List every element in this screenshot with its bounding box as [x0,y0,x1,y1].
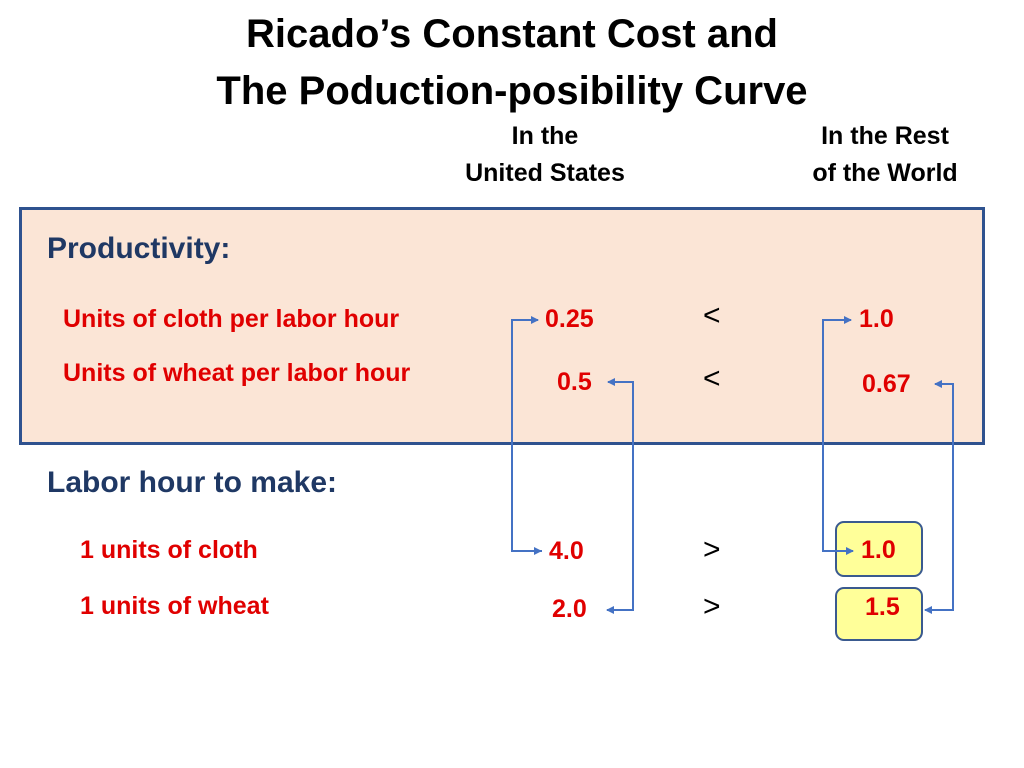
arrow-us-wheat-to-productivity [607,378,634,611]
column-header-row-line-1: In the Rest [821,122,949,150]
arrow-row-wheat-to-productivity [928,380,954,611]
slide-title-line-2: The Poduction-posibility Curve [216,69,808,113]
arrow-row-cloth-to-labor [822,319,854,555]
productivity-cloth-us-value: 0.25 [545,305,594,333]
labor-cloth-us-value: 4.0 [549,537,584,565]
arrow-us-wheat-to-labor [606,381,634,614]
column-header-us-line-2: United States [465,159,625,187]
productivity-wheat-us-value: 0.5 [557,368,592,396]
labor-cloth-row-value: 1.0 [861,536,896,564]
labor-row-wheat-label: 1 units of wheat [80,592,269,620]
arrow-row-cloth-to-productivity [822,316,852,552]
productivity-row-wheat-label: Units of wheat per labor hour [63,359,411,387]
column-header-us-line-1: In the [511,122,579,150]
productivity-cloth-row-value: 1.0 [859,305,894,333]
arrow-us-cloth-to-productivity [511,316,542,552]
highlight-box-wheat [835,587,923,641]
productivity-heading: Productivity: [47,232,231,265]
labor-wheat-greater-than: > [703,590,721,623]
productivity-row-cloth-label: Units of cloth per labor hour [63,305,400,333]
productivity-wheat-less-than: < [703,362,721,395]
productivity-cloth-less-than: < [703,299,721,332]
labor-row-cloth-label: 1 units of cloth [80,536,258,564]
arrow-us-cloth-to-labor [511,319,542,555]
slide-title-line-1: Ricado’s Constant Cost and [246,12,778,56]
labor-heading: Labor hour to make: [47,466,338,499]
productivity-wheat-row-value: 0.67 [862,370,911,398]
labor-wheat-us-value: 2.0 [552,595,587,623]
column-header-row-line-2: of the World [812,159,958,187]
highlight-box-cloth [835,521,923,577]
arrow-row-wheat-to-labor [924,383,954,614]
labor-cloth-greater-than: > [703,533,721,566]
labor-wheat-row-value: 1.5 [865,593,900,621]
